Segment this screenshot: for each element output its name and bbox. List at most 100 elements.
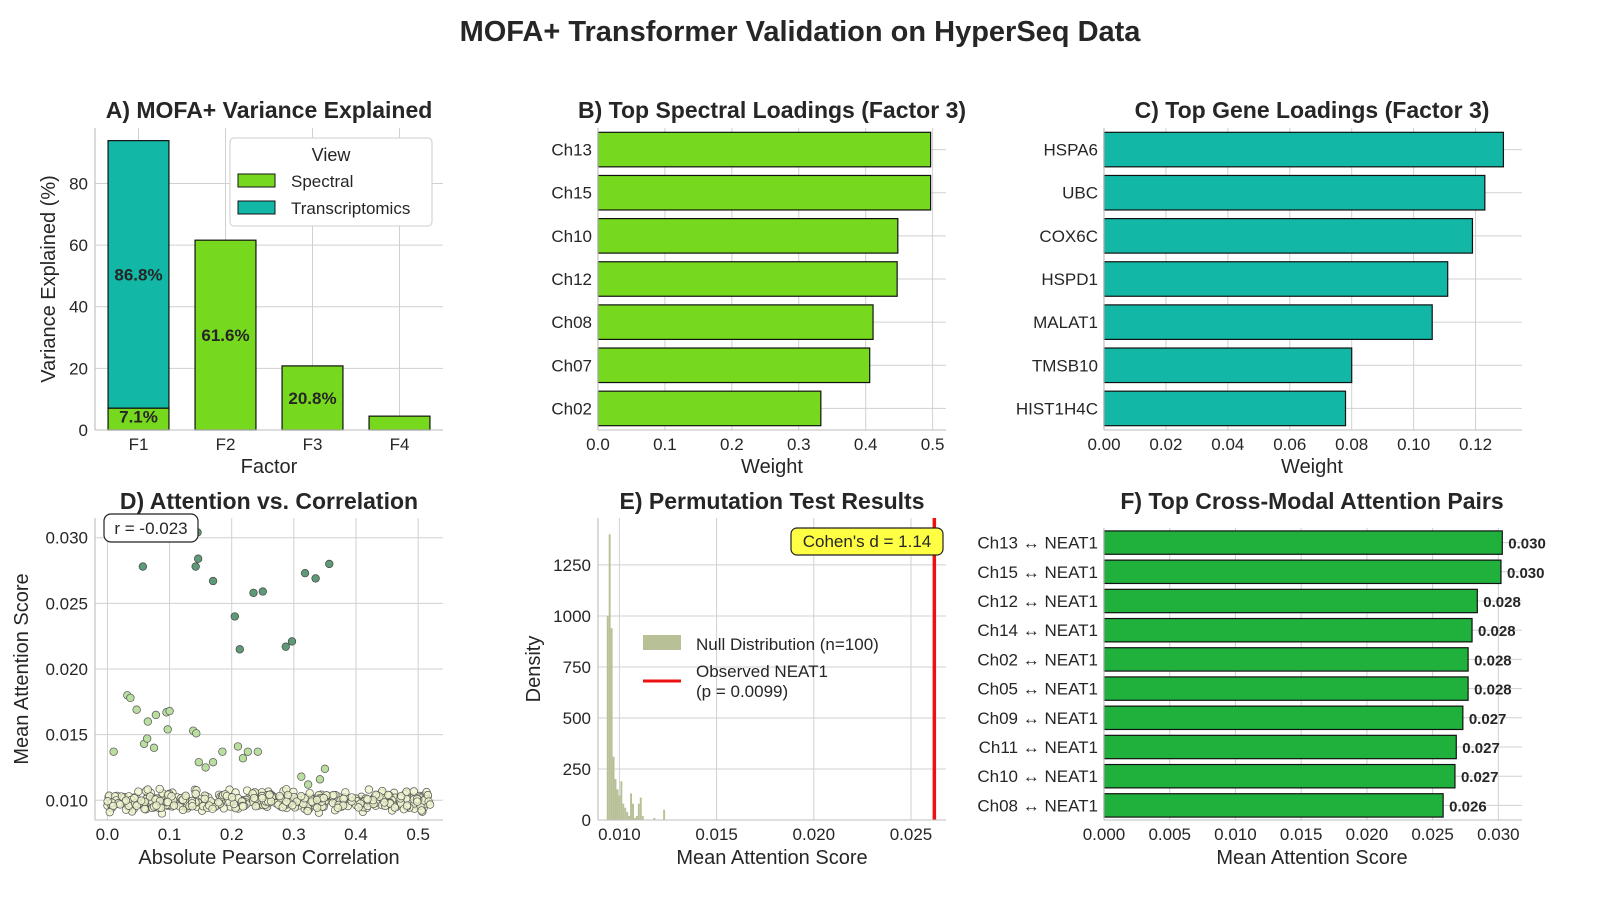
panel-e-title: E) Permutation Test Results [619, 488, 924, 514]
scatter-point [320, 764, 330, 773]
x-tick-label: 0.2 [220, 825, 244, 844]
scatter-point [303, 806, 312, 816]
legend-label: Null Distribution (n=100) [696, 635, 879, 654]
scatter-point [287, 637, 297, 646]
panel-d-title: D) Attention vs. Correlation [120, 488, 418, 514]
bar-value-label: 0.026 [1449, 798, 1487, 815]
histogram-bin [614, 779, 617, 820]
histogram-bin [653, 817, 656, 820]
histogram-bin [610, 628, 613, 820]
scatter-point [155, 784, 164, 794]
scatter-point [191, 562, 200, 571]
scatter-point [297, 791, 306, 801]
scatter-point [137, 796, 146, 805]
scatter-point [143, 785, 152, 794]
histogram-bin [612, 756, 615, 820]
transcriptomics-bar-f1 [107, 140, 170, 409]
bar [597, 174, 932, 211]
scatter-point [409, 787, 418, 796]
scatter-point [347, 793, 357, 802]
bar-value-label: 0.028 [1483, 594, 1521, 611]
scatter-point [425, 800, 435, 809]
scatter-point [333, 803, 343, 812]
bar-value-label: 0.030 [1507, 565, 1545, 582]
y-tick-label: TMSB10 [1032, 356, 1098, 375]
scatter-point [138, 562, 148, 571]
y-tick-label: Ch10 [551, 227, 592, 246]
y-tick-label: 0.015 [45, 726, 88, 745]
scatter-point [151, 710, 161, 720]
histogram-bin [628, 815, 631, 820]
y-tick-label: HIST1H4C [1016, 399, 1098, 418]
y-tick-label: 0.020 [45, 660, 88, 679]
scatter-point [143, 734, 152, 743]
x-tick-label: 0.010 [1214, 825, 1257, 844]
x-tick-label: 0.025 [1411, 825, 1454, 844]
bar [1103, 647, 1469, 672]
bar [1103, 763, 1456, 789]
x-tick-label: 0.000 [1083, 825, 1126, 844]
y-tick-label: Ch08 ↔ NEAT1 [977, 796, 1098, 815]
scatter-point [115, 800, 125, 809]
figure-title: MOFA+ Transformer Validation on HyperSeq… [460, 16, 1142, 48]
histogram-bin [633, 817, 636, 820]
legend-swatch-null [643, 635, 681, 650]
y-tick-label: Ch13 [551, 141, 592, 160]
legend-label: Observed NEAT1 [696, 662, 828, 681]
y-tick-label: Ch15 ↔ NEAT1 [977, 563, 1098, 582]
scatter-point [354, 803, 363, 812]
scatter-point [165, 706, 174, 716]
spectral-bar-f4 [368, 415, 431, 431]
cohens-d-box [790, 527, 944, 556]
bar [1103, 530, 1503, 555]
legend-swatch [237, 200, 276, 215]
scatter-point [132, 705, 141, 714]
histogram-bin [630, 793, 633, 820]
correlation-annotation: r = -0.023 [114, 519, 187, 538]
y-tick-label: 1250 [553, 556, 591, 575]
y-tick-label: Ch11 ↔ NEAT1 [979, 738, 1098, 757]
scatter-point [238, 754, 248, 763]
y-tick-label: 20 [69, 359, 88, 378]
x-tick-label: 0.3 [787, 435, 811, 454]
histogram-bin [641, 815, 644, 820]
scatter-point [329, 790, 338, 800]
x-tick-label: 0.3 [282, 825, 306, 844]
bar [597, 218, 899, 254]
x-tick-label: 0.12 [1459, 435, 1492, 454]
x-tick-label: 0.0 [586, 435, 610, 454]
scatter-point [152, 801, 161, 810]
histogram-bin [632, 803, 634, 820]
bar [597, 347, 871, 384]
scatter-point [275, 791, 284, 801]
y-tick-label: Ch09 ↔ NEAT1 [977, 709, 1098, 728]
bar [1103, 793, 1444, 818]
x-tick-label: F4 [390, 435, 410, 454]
spectral-bar-f2 [194, 239, 257, 431]
scatter-point [384, 790, 393, 800]
x-tick-label: 0.5 [921, 435, 945, 454]
y-tick-label: UBC [1062, 184, 1098, 203]
y-tick-label: Ch02 ↔ NEAT1 [977, 650, 1098, 669]
panel-f: 0.000 0.005 0.010 0.015 0.020 0.025 0.030 Ch13 … [977, 488, 1545, 869]
scatter-point [188, 802, 197, 811]
x-tick-label: 0.08 [1335, 435, 1368, 454]
bar-value-label: 0.027 [1462, 740, 1500, 757]
histogram-bin [624, 807, 627, 820]
panel-e: 0.010 0.015 0.020 0.025 0 250 500 750 1000 1250 Co… [523, 488, 946, 869]
legend-title: View [312, 145, 352, 165]
histogram-bin [616, 789, 619, 820]
scatter-point [311, 574, 320, 583]
x-tick-label: 0.030 [1477, 825, 1520, 844]
scatter-point [191, 789, 200, 798]
bar-value-label: 0.028 [1474, 682, 1512, 699]
y-tick-label: 40 [69, 298, 88, 317]
x-tick-label: 0.010 [598, 825, 641, 844]
histogram-bin [618, 795, 621, 820]
scatter-point [163, 797, 172, 807]
y-tick-label: Ch14 ↔ NEAT1 [977, 621, 1098, 640]
bar-value-label: 0.027 [1461, 769, 1499, 786]
scatter-point [121, 796, 131, 805]
histogram-bin [626, 811, 629, 820]
x-tick-label: 0.1 [158, 825, 182, 844]
